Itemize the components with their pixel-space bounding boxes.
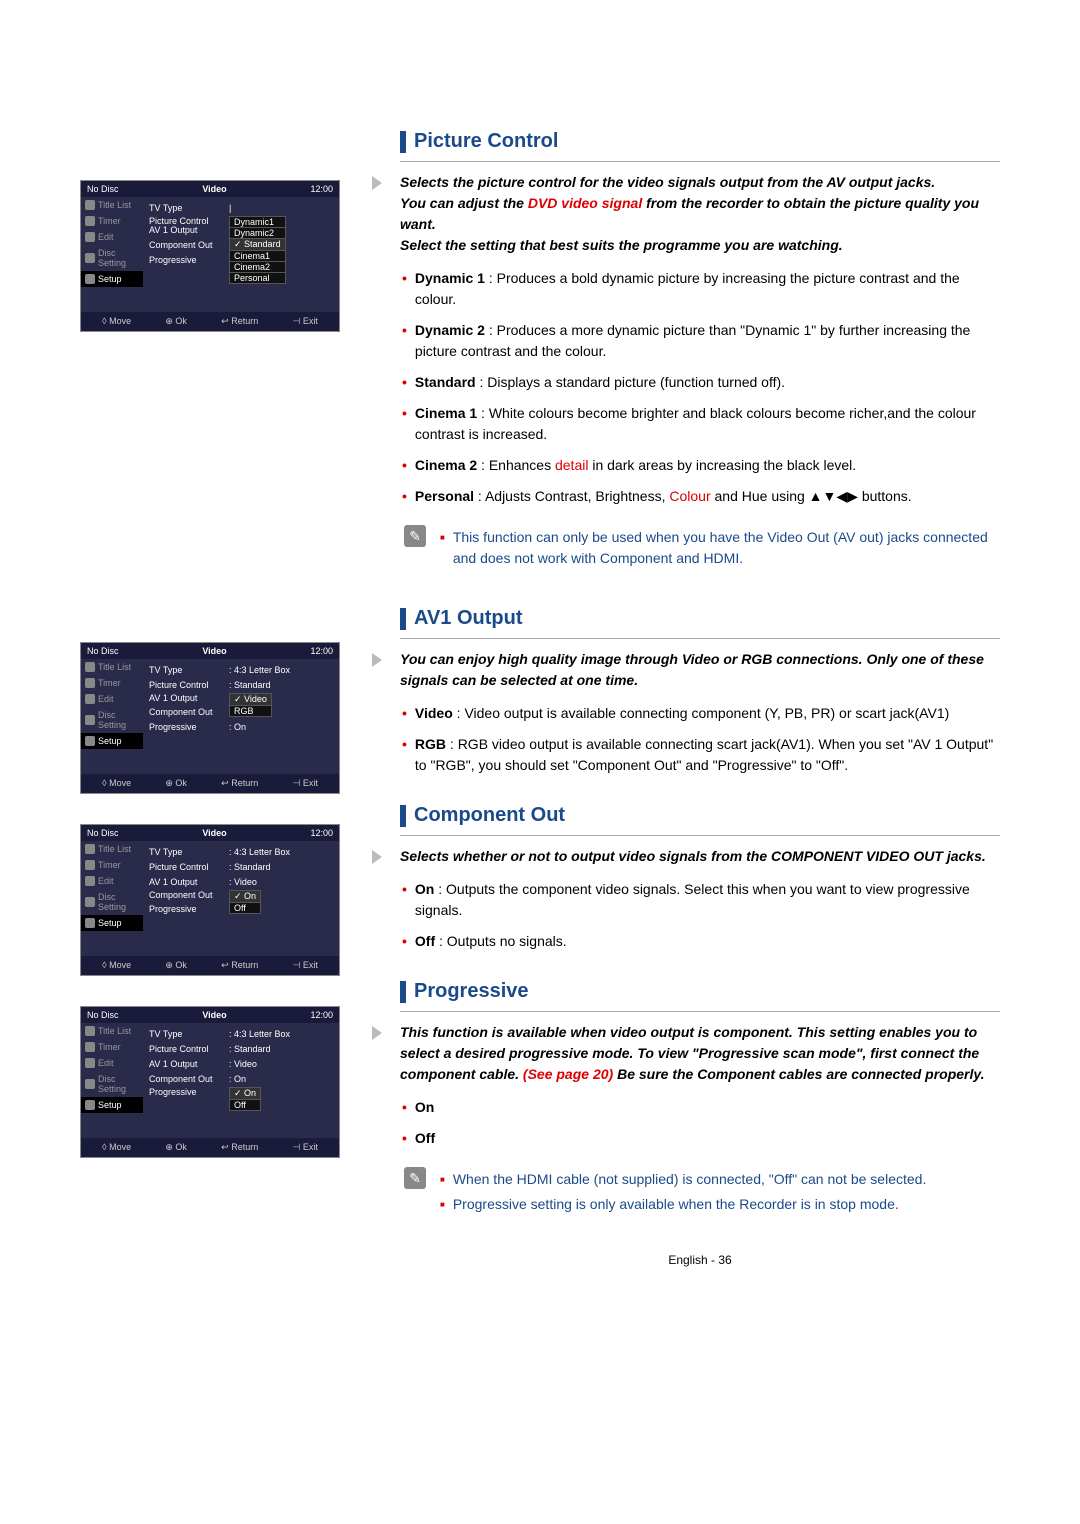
right-column: Picture Control Selects the picture cont… xyxy=(400,130,1000,1267)
section-title: Component Out xyxy=(414,804,565,827)
section-bar-icon xyxy=(400,608,406,630)
section-bar-icon xyxy=(400,981,406,1003)
osd-time: 12:00 xyxy=(310,184,333,194)
section-intro: Selects the picture control for the vide… xyxy=(400,172,1000,256)
osd-picture-control: No Disc Video 12:00 Title List Timer Edi… xyxy=(80,180,340,332)
section-av1-output: AV1 Output You can enjoy high quality im… xyxy=(400,607,1000,776)
section-title: Picture Control xyxy=(414,130,558,153)
osd-sidebar: Title List Timer Edit Disc Setting Setup xyxy=(81,197,143,312)
page: No Disc Video 12:00 Title List Timer Edi… xyxy=(0,0,1080,1307)
section-title: AV1 Output xyxy=(414,607,523,630)
osd-component-out: No DiscVideo12:00 Title List Timer Edit … xyxy=(80,824,340,976)
note-icon: ✎ xyxy=(404,1167,426,1189)
osd-nodisc: No Disc xyxy=(87,184,119,194)
section-bar-icon xyxy=(400,805,406,827)
item-list: Dynamic 1 : Produces a bold dynamic pict… xyxy=(400,268,1000,507)
osd-progressive: No DiscVideo12:00 Title List Timer Edit … xyxy=(80,1006,340,1158)
section-title: Progressive xyxy=(414,980,529,1003)
section-intro: This function is available when video ou… xyxy=(400,1022,1000,1085)
left-column: No Disc Video 12:00 Title List Timer Edi… xyxy=(80,130,370,1267)
page-footer: English - 36 xyxy=(400,1253,1000,1267)
osd-title: Video xyxy=(202,184,226,194)
osd-dropdown: Dynamic1 Dynamic2 ✓ Standard Cinema1 Cin… xyxy=(229,216,286,283)
section-picture-control: Picture Control Selects the picture cont… xyxy=(400,130,1000,579)
osd-av1-output: No DiscVideo12:00 Title List Timer Edit … xyxy=(80,642,340,794)
note-icon: ✎ xyxy=(404,525,426,547)
note-box: ✎ This function can only be used when yo… xyxy=(400,521,1000,579)
section-bar-icon xyxy=(400,131,406,153)
section-component-out: Component Out Selects whether or not to … xyxy=(400,804,1000,952)
section-progressive: Progressive This function is available w… xyxy=(400,980,1000,1225)
note-box: ✎ When the HDMI cable (not supplied) is … xyxy=(400,1163,1000,1225)
section-intro: Selects whether or not to output video s… xyxy=(400,846,1000,867)
section-intro: You can enjoy high quality image through… xyxy=(400,649,1000,691)
